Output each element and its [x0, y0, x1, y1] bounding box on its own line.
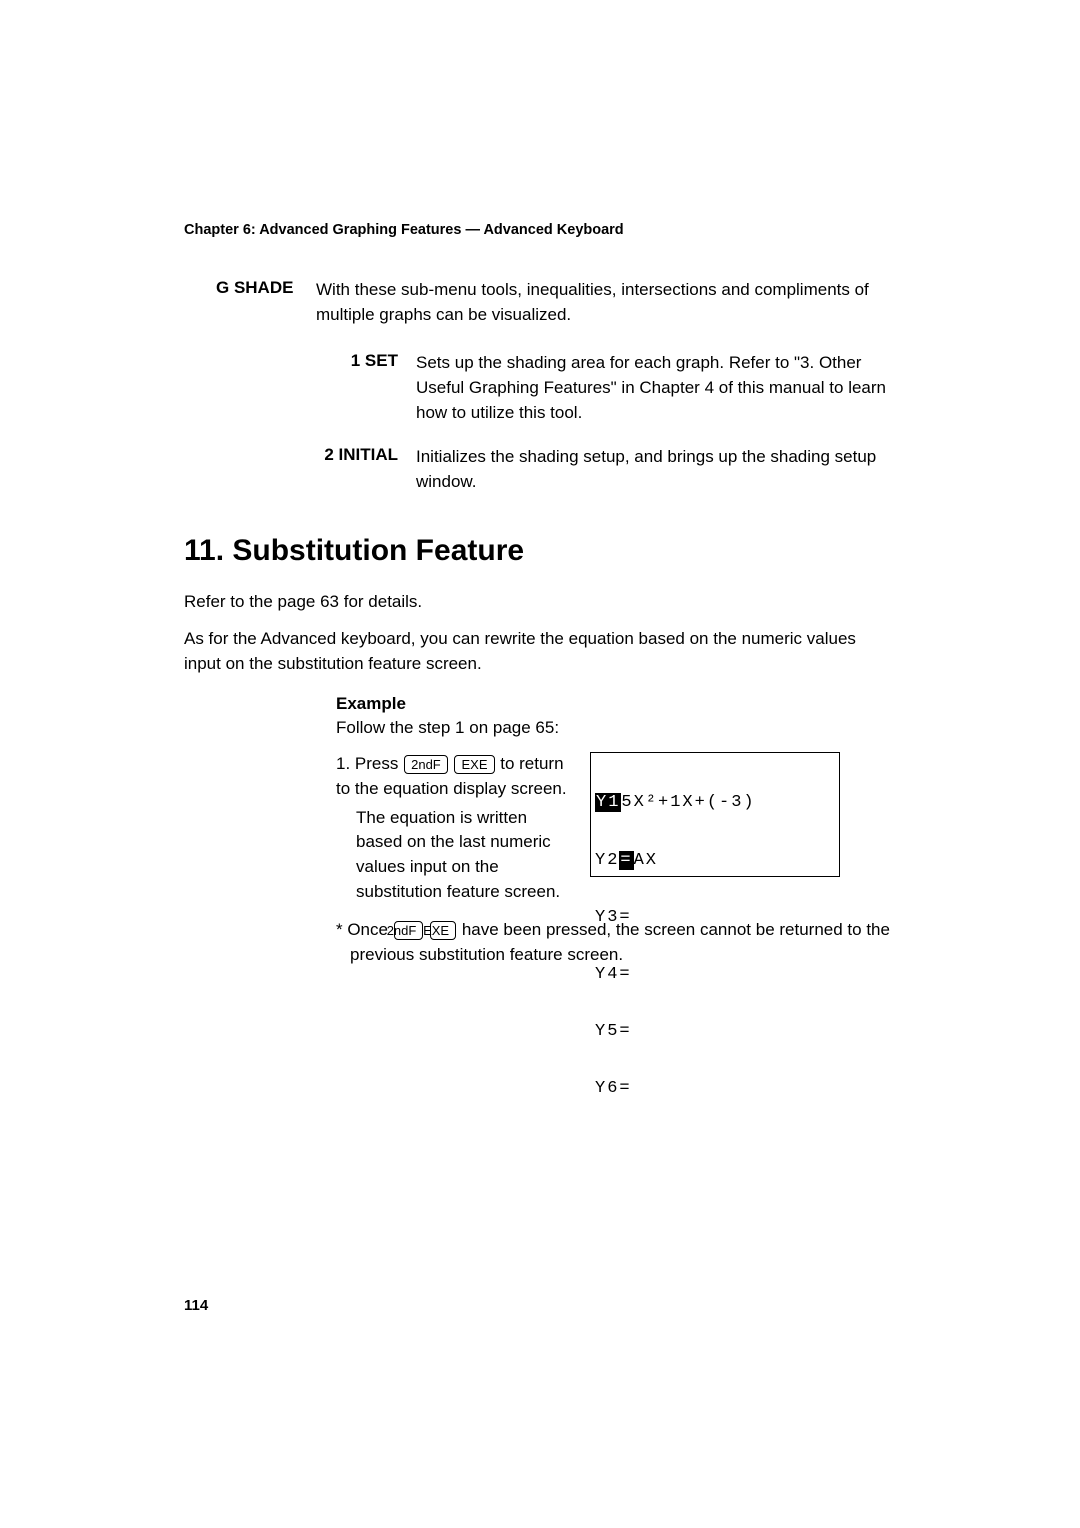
step-text: 1. Press 2ndF EXE to return to the equat…	[336, 752, 576, 904]
key-exe-2: EXE	[430, 921, 456, 940]
step-prefix: Press	[355, 754, 403, 773]
step-row: 1. Press 2ndF EXE to return to the equat…	[336, 752, 896, 904]
gshade-item-initial: 2 INITIAL Initializes the shading setup,…	[184, 445, 896, 494]
calculator-screen: Y15X²+1X+(-3) Y2=AX Y3= Y4= Y5= Y6=	[590, 752, 840, 877]
calc-y2-eq: =	[619, 851, 633, 870]
calc-line-6: Y6=	[595, 1079, 835, 1098]
example-block: Example Follow the step 1 on page 65: 1.…	[336, 694, 896, 967]
calc-line-4: Y4=	[595, 965, 835, 984]
calc-y1-cursor: Y1	[595, 793, 621, 812]
gshade-label: G SHADE	[216, 278, 316, 327]
calc-y1-expr: 5X²+1X+(-3)	[621, 793, 755, 812]
example-label: Example	[336, 694, 896, 714]
gshade-description: With these sub-menu tools, inequalities,…	[316, 278, 896, 327]
calc-y2-expr: AX	[634, 851, 658, 870]
calc-line-2: Y2=AX	[595, 851, 835, 870]
calc-line-5: Y5=	[595, 1022, 835, 1041]
set-description: Sets up the shading area for each graph.…	[416, 351, 896, 425]
body-paragraph-1: Refer to the page 63 for details.	[184, 590, 896, 615]
initial-label: 2 INITIAL	[308, 445, 398, 494]
footnote-prefix: * Once	[336, 920, 393, 939]
key-exe: EXE	[454, 755, 494, 774]
gshade-row: G SHADE With these sub-menu tools, inequ…	[184, 278, 896, 327]
set-label: 1 SET	[308, 351, 398, 425]
section-heading: 11. Substitution Feature	[184, 534, 896, 568]
initial-description: Initializes the shading setup, and bring…	[416, 445, 896, 494]
chapter-header: Chapter 6: Advanced Graphing Features — …	[184, 222, 896, 238]
key-2ndf: 2ndF	[404, 755, 448, 774]
key-2ndf-2: 2ndF	[394, 921, 424, 940]
gshade-item-set: 1 SET Sets up the shading area for each …	[184, 351, 896, 425]
calc-y2-pre: Y2	[595, 851, 619, 870]
body-paragraph-2: As for the Advanced keyboard, you can re…	[184, 627, 896, 676]
example-intro: Follow the step 1 on page 65:	[336, 718, 896, 738]
step-tail: The equation is written based on the las…	[356, 806, 576, 905]
step-number: 1.	[336, 754, 350, 773]
calc-line-1: Y15X²+1X+(-3)	[595, 793, 835, 812]
page-number: 114	[184, 1297, 208, 1314]
